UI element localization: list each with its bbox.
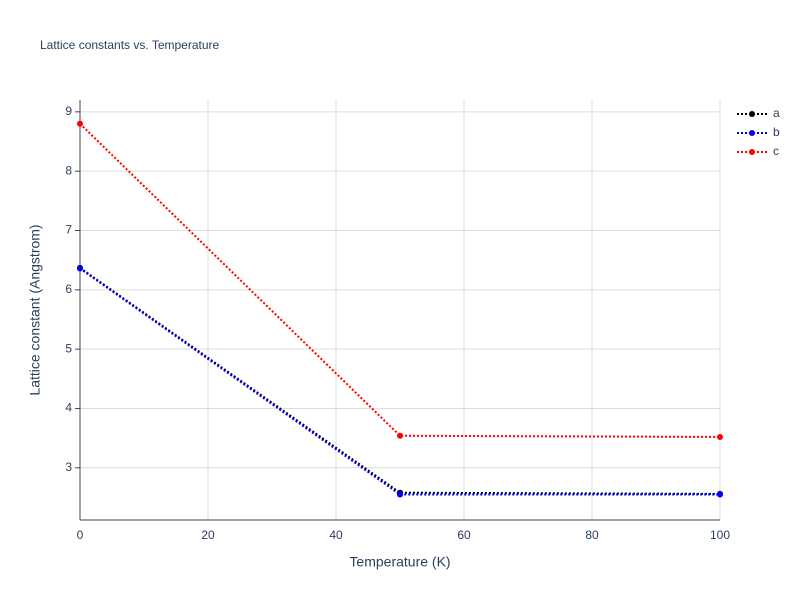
legend-label: b <box>773 125 780 139</box>
data-point <box>77 120 83 127</box>
x-tick-label: 40 <box>329 528 343 542</box>
y-tick-label: 7 <box>65 223 72 237</box>
data-point <box>397 432 403 439</box>
y-tick-label: 9 <box>65 104 72 118</box>
x-tick-label: 100 <box>710 528 730 542</box>
series-line <box>79 267 720 496</box>
x-tick-label: 80 <box>585 528 599 542</box>
y-tick-label: 8 <box>65 163 72 177</box>
data-point <box>717 491 723 498</box>
y-tick-label: 6 <box>65 282 72 296</box>
y-tick-label: 5 <box>65 341 72 355</box>
y-tick-label: 4 <box>65 401 72 415</box>
legend-marker <box>749 149 755 155</box>
data-point <box>77 265 83 272</box>
x-axis-label: Temperature (K) <box>349 554 450 570</box>
chart-title: Lattice constants vs. Temperature <box>40 38 220 52</box>
y-axis-label: Lattice constant (Angstrom) <box>27 224 43 395</box>
x-tick-label: 60 <box>457 528 471 542</box>
x-tick-label: 20 <box>201 528 215 542</box>
legend-marker <box>749 111 755 117</box>
data-point <box>717 433 723 440</box>
legend-label: a <box>773 106 780 120</box>
legend-label: c <box>773 144 779 158</box>
series-line <box>79 123 721 438</box>
legend-marker <box>749 130 755 136</box>
x-tick-label: 0 <box>77 528 84 542</box>
data-point <box>397 491 403 498</box>
y-tick-label: 3 <box>65 460 72 474</box>
